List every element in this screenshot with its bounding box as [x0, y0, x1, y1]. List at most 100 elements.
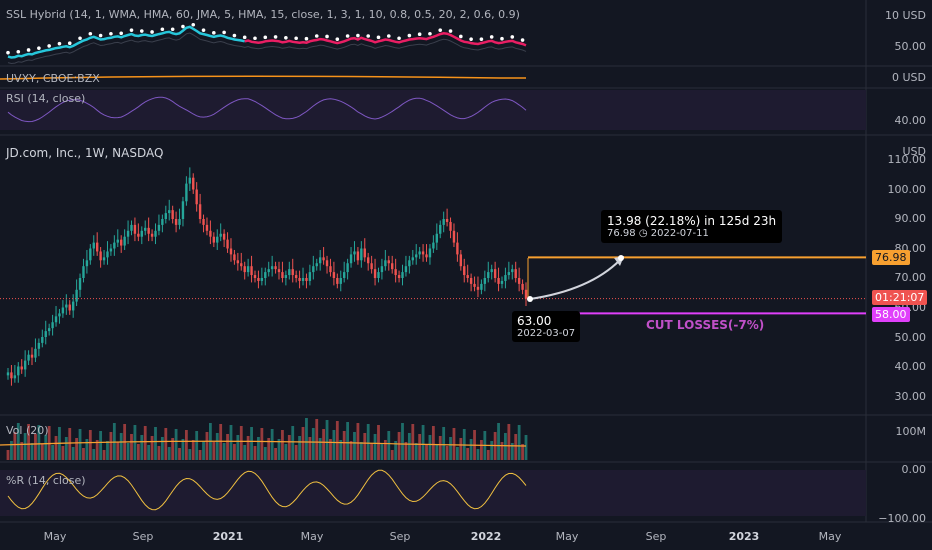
ssl-dot	[6, 50, 10, 55]
candle-body	[123, 236, 126, 246]
candle-body	[82, 266, 85, 278]
target-price-badge: 76.98	[872, 250, 910, 265]
volume-bar	[99, 431, 103, 460]
ssl-dot	[37, 46, 41, 50]
volume-bar	[287, 435, 291, 460]
candle-body	[497, 278, 500, 284]
volume-bar	[171, 438, 175, 460]
ssl-dot	[366, 34, 370, 38]
volume-bar	[421, 425, 425, 460]
candle-body	[463, 266, 466, 276]
volume-bar	[449, 437, 452, 460]
volume-bar	[435, 445, 439, 460]
entry-tooltip[interactable]: 63.00 2022-03-07	[512, 311, 581, 342]
candle-body	[346, 263, 349, 273]
wr-line	[7, 469, 527, 511]
ssl-baseline-up	[7, 25, 245, 59]
volume-bar	[253, 446, 257, 460]
candle-body	[144, 227, 147, 231]
volume-bar	[106, 441, 109, 460]
candle-body	[480, 283, 483, 290]
ssl-indicator-label[interactable]: SSL Hybrid (14, 1, WMA, HMA, 60, JMA, 5,…	[6, 8, 520, 21]
candle-body	[65, 304, 68, 308]
ssl-dot	[397, 36, 401, 41]
time-tick-label: Sep	[645, 530, 667, 543]
candle-body	[415, 254, 418, 258]
candle-body	[140, 230, 143, 237]
candle-body	[195, 189, 198, 205]
candle-body	[517, 278, 521, 284]
price-tick-label: 70.00	[894, 271, 927, 285]
candle-body	[6, 372, 10, 376]
candle-body	[373, 269, 377, 278]
volume-ma-line	[0, 440, 527, 447]
ssl-dot	[325, 34, 329, 39]
volume-bar	[325, 420, 329, 460]
candle-body	[274, 266, 277, 270]
candle-body	[469, 278, 473, 284]
volume-bar	[466, 448, 470, 460]
candle-body	[126, 230, 130, 237]
candle-body	[524, 289, 528, 299]
candle-body	[288, 269, 291, 276]
candle-body	[267, 269, 270, 273]
ssl-dot	[242, 35, 247, 40]
volume-bar	[414, 443, 418, 460]
candle-body	[37, 342, 41, 349]
volume-bar	[339, 440, 343, 460]
candle-body	[240, 263, 243, 267]
candle-body	[116, 239, 119, 243]
wr-band	[0, 470, 866, 516]
candle-body	[219, 233, 222, 237]
uvxy-indicator-label[interactable]: UVXY, CBOE:BZX	[6, 72, 100, 85]
volume-bar	[431, 426, 435, 460]
williams-r-indicator-label[interactable]: %R (14, close)	[6, 474, 86, 487]
volume-bar	[54, 436, 58, 460]
candle-body	[168, 210, 171, 214]
candle-body	[198, 204, 202, 219]
volume-bar	[359, 442, 363, 460]
ssl-dot	[98, 33, 103, 38]
candle-body	[380, 266, 384, 273]
candle-body	[188, 177, 192, 184]
volume-bar	[23, 433, 27, 460]
volume-bar	[445, 446, 449, 460]
candle-body	[205, 224, 209, 231]
volume-bar	[178, 448, 181, 460]
volume-bar	[315, 419, 319, 460]
candle-body	[428, 248, 432, 258]
candle-body	[164, 213, 168, 219]
volume-bar	[205, 432, 209, 460]
volume-bar	[130, 434, 133, 460]
candle-body	[243, 266, 246, 273]
volume-indicator-label[interactable]: Vol (20)	[6, 424, 49, 437]
candle-body	[456, 242, 459, 255]
candle-body	[401, 272, 404, 278]
ssl-dot	[284, 36, 288, 40]
ssl-dot	[448, 29, 453, 33]
ssl-dot	[489, 35, 494, 39]
candle-body	[339, 278, 342, 284]
candle-body	[78, 278, 82, 290]
rsi-indicator-label[interactable]: RSI (14, close)	[6, 92, 86, 105]
ssl-dot	[67, 41, 72, 45]
volume-bar	[37, 425, 41, 460]
volume-bar	[455, 447, 459, 460]
volume-bar	[109, 432, 113, 460]
volume-bar	[147, 445, 151, 460]
volume-bar	[281, 430, 284, 460]
candle-body	[89, 248, 92, 261]
volume-bar	[353, 432, 356, 460]
volume-bar	[167, 447, 171, 460]
candle-body	[54, 316, 58, 323]
stop-loss-badge: 58.00	[872, 307, 910, 322]
volume-bar	[263, 447, 267, 460]
volume-bar	[305, 418, 308, 460]
projection-tooltip[interactable]: 13.98 (22.18%) in 125d 23h 76.98 ◷ 2022-…	[601, 210, 783, 243]
volume-bar	[64, 437, 68, 460]
symbol-title[interactable]: JD.com, Inc., 1W, NASDAQ	[6, 146, 164, 160]
price-tick-label: 110.00	[887, 153, 927, 166]
candle-body	[23, 360, 27, 370]
candle-body	[370, 263, 373, 270]
candle-body	[476, 286, 480, 290]
